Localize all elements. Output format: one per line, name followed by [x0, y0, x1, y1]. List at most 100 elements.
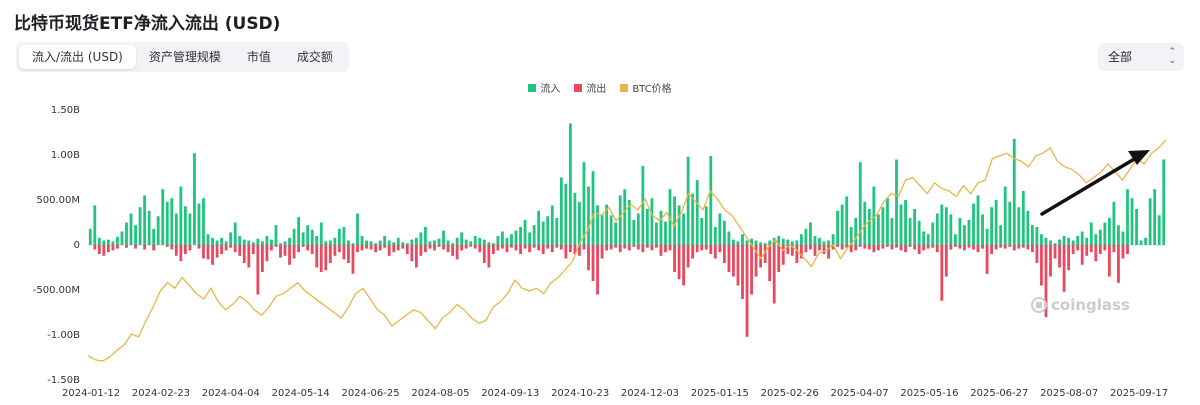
outflow-bar [636, 245, 640, 250]
outflow-bar [1040, 245, 1043, 286]
inflow-bar [1126, 189, 1129, 245]
inflow-bar [297, 217, 301, 245]
inflow-bar [1040, 234, 1043, 245]
outflow-bar [600, 245, 604, 259]
inflow-bar [931, 222, 935, 245]
inflow-bar [328, 240, 332, 245]
tab-aum[interactable]: 资产管理规模 [148, 50, 221, 64]
inflow-bar [242, 239, 246, 245]
inflow-bar [360, 236, 364, 245]
inflow-bar [1130, 198, 1134, 245]
outflow-bar [754, 245, 758, 277]
outflow-bar [1026, 245, 1030, 250]
inflow-bar [627, 200, 631, 245]
outflow-bar [455, 245, 459, 260]
tab-market-cap[interactable]: 市值 [246, 50, 271, 64]
legend-item-inflow[interactable]: 流入 [528, 80, 560, 95]
range-select[interactable]: 全部 ⌃ ⌄ [1098, 43, 1184, 71]
inflow-bar [659, 210, 663, 245]
outflow-bar [926, 245, 930, 249]
inflow-bar [1080, 231, 1084, 245]
outflow-bar [967, 245, 971, 248]
x-tick-label: 2024-04-04 [202, 388, 260, 399]
outflow-bar [695, 245, 699, 253]
inflow-bar [387, 240, 391, 245]
inflow-bar [763, 243, 767, 245]
x-tick-label: 2024-02-23 [132, 388, 190, 399]
outflow-bar [931, 245, 935, 248]
tab-flow[interactable]: 流入/流出 (USD) [19, 45, 136, 69]
tab-volume[interactable]: 成交额 [296, 50, 333, 64]
outflow-bar [650, 245, 654, 251]
outflow-bar [564, 245, 568, 259]
inflow-bar [292, 228, 296, 245]
outflow-bar [541, 245, 545, 254]
outflow-bar [591, 245, 595, 281]
legend-item-btc-price[interactable]: BTC价格 [620, 80, 672, 95]
outflow-bar [274, 245, 278, 247]
outflow-bar [917, 245, 921, 254]
outflow-bar [1098, 245, 1102, 254]
outflow-bar [664, 245, 667, 253]
outflow-bar [863, 245, 867, 249]
outflow-bar [786, 245, 790, 254]
inflow-bar [704, 206, 708, 245]
outflow-bar [514, 245, 518, 251]
outflow-bar [981, 245, 984, 249]
inflow-bar [183, 206, 187, 245]
inflow-bar [673, 196, 676, 245]
inflow-bar [215, 240, 219, 245]
page-title: 比特币现货ETF净流入流出 (USD) [14, 14, 281, 34]
inflow-bar [1121, 231, 1125, 245]
outflow-bar [233, 245, 237, 253]
outflow-bar [365, 245, 368, 249]
outflow-bar [1085, 245, 1089, 256]
inflow-bar [953, 234, 957, 245]
inflow-bar [985, 228, 989, 245]
inflow-bar [401, 242, 405, 245]
outflow-bar [831, 245, 835, 250]
inflow-bar [1008, 201, 1012, 245]
outflow-bar [401, 245, 405, 249]
outflow-bar [482, 245, 486, 263]
inflow-bar [374, 243, 378, 245]
outflow-bar [93, 245, 97, 250]
outflow-bar [854, 245, 858, 251]
inflow-bar [790, 241, 794, 245]
inflow-bar [428, 241, 432, 245]
outflow-bar [668, 245, 672, 251]
inflow-bar [940, 204, 944, 245]
inflow-bar [1053, 243, 1057, 245]
inflow-bar [102, 240, 106, 245]
outflow-bar [713, 245, 717, 259]
inflow-bar [655, 222, 658, 245]
outflow-bar [700, 245, 704, 251]
outflow-bar [392, 245, 396, 253]
outflow-bar [229, 245, 233, 248]
inflow-bar [88, 228, 92, 245]
inflow-bar [501, 231, 504, 245]
outflow-bar [858, 245, 862, 247]
inflow-bar [732, 239, 735, 245]
inflow-bar [152, 228, 156, 245]
outflow-bar [116, 245, 119, 249]
inflow-bar [804, 228, 808, 245]
outflow-bar [220, 245, 224, 254]
inflow-bar [881, 207, 885, 245]
x-tick-label: 2025-08-07 [1040, 388, 1098, 399]
outflow-bar [1012, 245, 1016, 251]
outflow-bar [333, 245, 337, 256]
inflow-bar [1117, 225, 1120, 245]
outflow-bar [188, 245, 192, 251]
inflow-bar [1162, 159, 1166, 245]
legend-item-outflow[interactable]: 流出 [574, 80, 606, 95]
inflow-bar [872, 186, 876, 245]
outflow-bar [505, 245, 509, 253]
x-tick-label: 2024-01-12 [62, 388, 120, 399]
outflow-bar [976, 245, 980, 253]
outflow-bar [143, 245, 147, 250]
outflow-bar [464, 245, 468, 249]
inflow-bar [759, 242, 763, 245]
inflow-bar [106, 239, 110, 245]
inflow-bar [845, 196, 849, 245]
